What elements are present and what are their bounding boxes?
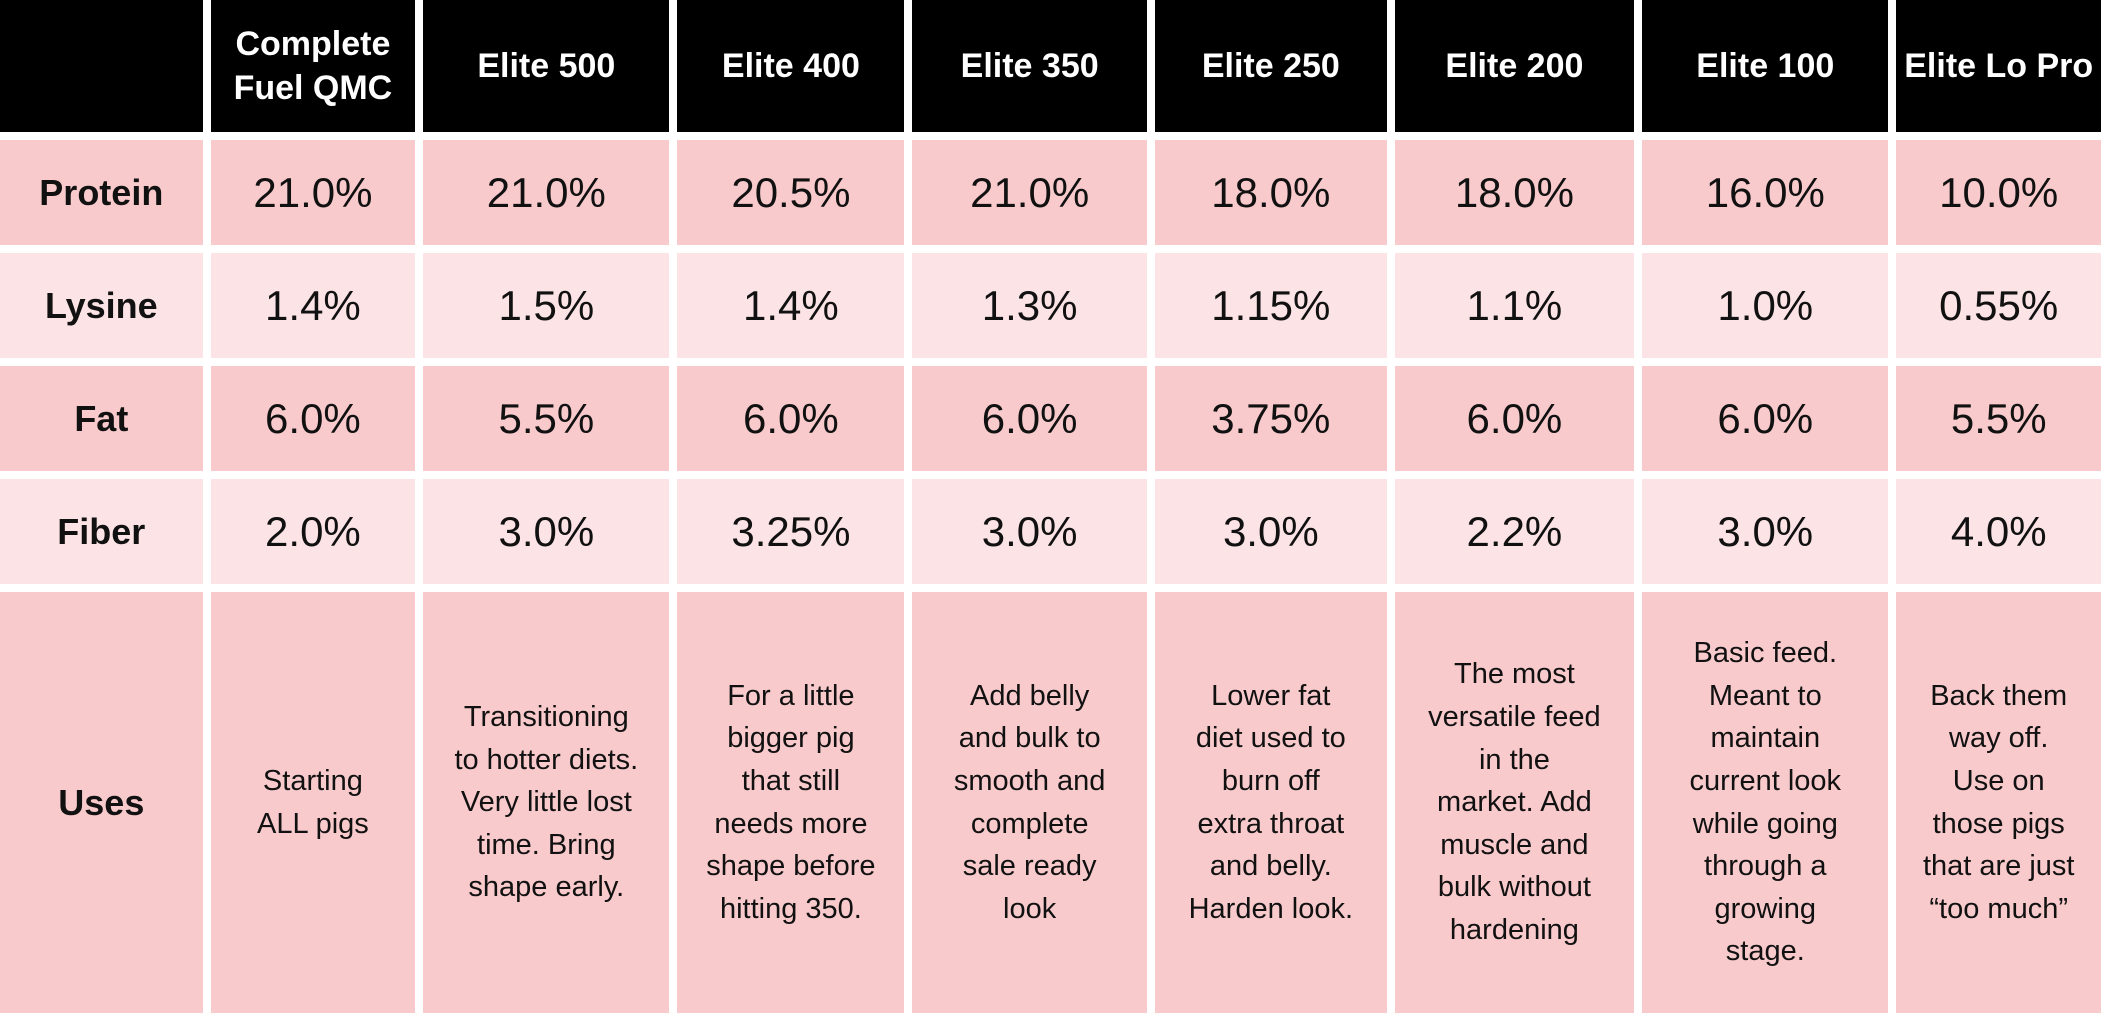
uses-cell: Starting ALL pigs xyxy=(210,592,416,1013)
value-cell: 3.75% xyxy=(1154,366,1387,471)
value-cell: 21.0% xyxy=(210,140,416,245)
value-cell: 1.1% xyxy=(1394,253,1635,358)
value-cell: 1.4% xyxy=(677,253,905,358)
value-cell: 1.3% xyxy=(912,253,1147,358)
row-label-uses: Uses xyxy=(0,592,203,1013)
value-cell: 10.0% xyxy=(1896,140,2101,245)
value-cell: 3.0% xyxy=(1642,479,1889,584)
column-header-elite-100: Elite 100 xyxy=(1642,0,1889,132)
value-cell: 3.0% xyxy=(912,479,1147,584)
column-header-elite-500: Elite 500 xyxy=(423,0,670,132)
uses-cell: Transitioning to hotter diets. Very litt… xyxy=(423,592,670,1013)
row-label-protein: Protein xyxy=(0,140,203,245)
value-cell: 18.0% xyxy=(1154,140,1387,245)
value-cell: 6.0% xyxy=(677,366,905,471)
column-header-elite-400: Elite 400 xyxy=(677,0,905,132)
uses-cell: Add belly and bulk to smooth and complet… xyxy=(912,592,1147,1013)
row-label-fiber: Fiber xyxy=(0,479,203,584)
value-cell: 21.0% xyxy=(912,140,1147,245)
value-cell: 3.0% xyxy=(1154,479,1387,584)
value-cell: 16.0% xyxy=(1642,140,1889,245)
value-cell: 1.0% xyxy=(1642,253,1889,358)
value-cell: 1.15% xyxy=(1154,253,1387,358)
value-cell: 6.0% xyxy=(1394,366,1635,471)
value-cell: 1.5% xyxy=(423,253,670,358)
value-cell: 6.0% xyxy=(1642,366,1889,471)
column-header-elite-lo-pro: Elite Lo Pro xyxy=(1896,0,2101,132)
value-cell: 2.2% xyxy=(1394,479,1635,584)
value-cell: 3.0% xyxy=(423,479,670,584)
uses-cell: Lower fat diet used to burn off extra th… xyxy=(1154,592,1387,1013)
uses-cell: Basic feed. Meant to maintain current lo… xyxy=(1642,592,1889,1013)
row-label-fat: Fat xyxy=(0,366,203,471)
uses-cell: The most versatile feed in the market. A… xyxy=(1394,592,1635,1013)
column-header-elite-350: Elite 350 xyxy=(912,0,1147,132)
value-cell: 3.25% xyxy=(677,479,905,584)
value-cell: 4.0% xyxy=(1896,479,2101,584)
uses-cell: For a little bigger pig that still needs… xyxy=(677,592,905,1013)
value-cell: 0.55% xyxy=(1896,253,2101,358)
column-header-elite-250: Elite 250 xyxy=(1154,0,1387,132)
value-cell: 5.5% xyxy=(1896,366,2101,471)
value-cell: 21.0% xyxy=(423,140,670,245)
value-cell: 20.5% xyxy=(677,140,905,245)
uses-cell: Back them way off. Use on those pigs tha… xyxy=(1896,592,2101,1013)
value-cell: 6.0% xyxy=(210,366,416,471)
value-cell: 18.0% xyxy=(1394,140,1635,245)
column-header-elite-200: Elite 200 xyxy=(1394,0,1635,132)
row-label-lysine: Lysine xyxy=(0,253,203,358)
corner-header-cell xyxy=(0,0,203,132)
value-cell: 1.4% xyxy=(210,253,416,358)
value-cell: 2.0% xyxy=(210,479,416,584)
column-header-complete-fuel-qmc: Complete Fuel QMC xyxy=(210,0,416,132)
value-cell: 6.0% xyxy=(912,366,1147,471)
value-cell: 5.5% xyxy=(423,366,670,471)
